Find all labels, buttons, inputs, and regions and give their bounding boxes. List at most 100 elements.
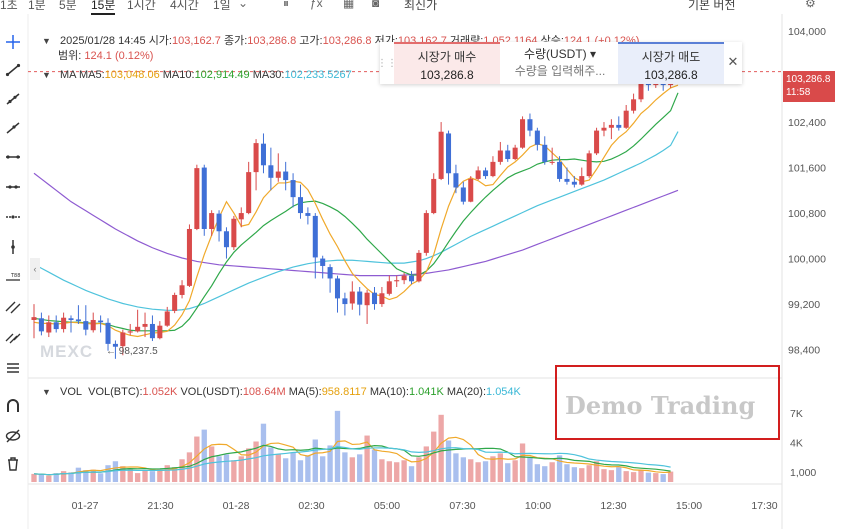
magnet-icon[interactable] bbox=[4, 397, 22, 415]
timeframe-5m[interactable]: 5분 bbox=[59, 0, 77, 12]
ma30-line bbox=[33, 131, 679, 311]
candle-body bbox=[616, 124, 622, 128]
volume-bar bbox=[179, 459, 185, 482]
market-sell-button[interactable]: 시장가 매도 103,286.8 bbox=[618, 42, 724, 84]
volume-bar bbox=[305, 455, 311, 482]
horizontal-segment-icon[interactable] bbox=[4, 208, 22, 226]
hide-drawings-icon[interactable] bbox=[4, 427, 22, 445]
candle-body bbox=[594, 130, 600, 154]
chevron-down-icon[interactable]: ⌄ bbox=[238, 0, 249, 10]
candle-body bbox=[231, 218, 237, 248]
settings-icon[interactable]: ⚙ bbox=[805, 0, 816, 10]
market-buy-button[interactable]: 시장가 매수 103,286.8 bbox=[394, 42, 500, 84]
candle-body bbox=[542, 144, 548, 162]
drag-handle-icon[interactable]: ⋮⋮ bbox=[377, 57, 397, 69]
volume-bar bbox=[527, 457, 533, 482]
toolbar-collapse-icon[interactable]: ‹ bbox=[30, 258, 40, 280]
volume-bar bbox=[601, 469, 607, 482]
latest-price-dropdown[interactable]: 최신가 bbox=[404, 0, 438, 12]
close-icon[interactable]: ✕ bbox=[727, 54, 739, 69]
candle-body bbox=[164, 311, 170, 326]
candle-body bbox=[623, 110, 629, 128]
candle-body bbox=[386, 281, 392, 294]
right-scroll-strip[interactable] bbox=[836, 14, 860, 529]
volume-bar bbox=[371, 449, 378, 482]
time-tick-label: 05:00 bbox=[374, 500, 400, 512]
quantity-unit-dropdown[interactable]: 수량(USDT) ▾ bbox=[523, 47, 597, 61]
vol-title: VOL bbox=[59, 386, 82, 398]
parallel-channel-icon[interactable] bbox=[4, 298, 22, 316]
candle-body bbox=[520, 119, 526, 148]
legend-collapse-icon[interactable]: ▼ bbox=[42, 36, 51, 46]
candle-body bbox=[468, 178, 474, 202]
version-dropdown[interactable]: 기본 버전 bbox=[688, 0, 736, 12]
price-tick-label: 102,400 bbox=[788, 117, 826, 129]
volume-bar bbox=[497, 453, 504, 482]
volume-bar bbox=[275, 454, 281, 482]
quantity-input[interactable] bbox=[506, 64, 614, 78]
volume-bar bbox=[593, 461, 600, 482]
candle-body bbox=[305, 213, 311, 216]
volume-bar bbox=[327, 445, 333, 482]
timeframe-15m[interactable]: 15분 bbox=[91, 0, 116, 15]
price-line-icon[interactable]: T88 bbox=[4, 268, 22, 286]
candle-body bbox=[253, 143, 259, 173]
pitchfork-icon[interactable] bbox=[4, 328, 22, 346]
timeframe-1h[interactable]: 1시간 bbox=[127, 0, 156, 12]
ray-line-icon[interactable] bbox=[4, 90, 22, 108]
volume-bar bbox=[386, 461, 392, 482]
timeframe-1d[interactable]: 1일 bbox=[213, 0, 231, 12]
vol-ma10-label: MA(10): bbox=[369, 386, 409, 398]
indicator-icon[interactable]: ƒx bbox=[310, 0, 323, 10]
volume-bar bbox=[253, 441, 259, 482]
legend-close-label: 종가: bbox=[223, 35, 248, 47]
volume-bar bbox=[238, 456, 244, 482]
candle-body bbox=[194, 168, 200, 229]
horizontal-line-icon[interactable] bbox=[4, 148, 22, 166]
vol-ma20-value: 1.054K bbox=[486, 386, 521, 398]
candle-body bbox=[409, 275, 415, 282]
vertical-line-icon[interactable] bbox=[4, 238, 22, 256]
market-sell-price: 103,286.8 bbox=[644, 68, 698, 82]
candle-body bbox=[75, 319, 81, 322]
volume-bar bbox=[268, 447, 274, 482]
candle-body bbox=[90, 319, 96, 331]
candle-type-icon[interactable]: ⏸ bbox=[283, 0, 290, 10]
price-tick-label: 100,000 bbox=[788, 254, 826, 266]
horizontal-ray-icon[interactable] bbox=[4, 178, 22, 196]
volume-ma20-line bbox=[33, 446, 671, 476]
candle-body bbox=[497, 150, 503, 162]
layout-grid-icon[interactable]: ▦ bbox=[343, 0, 355, 10]
camera-icon[interactable]: ◙ bbox=[372, 0, 380, 10]
crosshair-icon[interactable] bbox=[4, 33, 22, 51]
demo-highlight-box bbox=[555, 365, 780, 440]
candle-body bbox=[460, 187, 466, 202]
svg-text:T88: T88 bbox=[10, 273, 20, 279]
volume-bar bbox=[283, 458, 289, 482]
trend-line-icon[interactable] bbox=[4, 61, 22, 79]
timeframe-4h[interactable]: 4시간 bbox=[170, 0, 199, 12]
extended-line-icon[interactable] bbox=[4, 119, 22, 137]
ma-collapse-icon[interactable]: ▼ bbox=[42, 70, 51, 80]
timeframe-1m[interactable]: 1분 bbox=[28, 0, 46, 12]
candle-body bbox=[142, 323, 148, 327]
market-buy-price: 103,286.8 bbox=[420, 68, 474, 82]
candle-body bbox=[135, 326, 141, 332]
volume-bar bbox=[482, 461, 489, 482]
volume-collapse-icon[interactable]: ▼ bbox=[42, 387, 51, 397]
legend-datetime: 2025/01/28 14:45 bbox=[59, 35, 146, 47]
current-price: 103,286.8 bbox=[786, 74, 831, 85]
candle-body bbox=[601, 127, 607, 131]
timeframe-1s[interactable]: 1초 bbox=[0, 0, 18, 12]
volume-bar bbox=[660, 474, 666, 482]
current-price-tag: 103,286.8 11:58 bbox=[783, 71, 835, 102]
volume-bar bbox=[453, 453, 459, 482]
trash-icon[interactable] bbox=[4, 455, 22, 473]
fibonacci-icon[interactable] bbox=[4, 359, 22, 377]
volume-bar bbox=[423, 446, 429, 482]
legend-high-label: 고가: bbox=[299, 35, 323, 47]
ma10-line bbox=[33, 92, 679, 332]
candle-body bbox=[416, 252, 422, 282]
volume-bar bbox=[512, 460, 518, 482]
